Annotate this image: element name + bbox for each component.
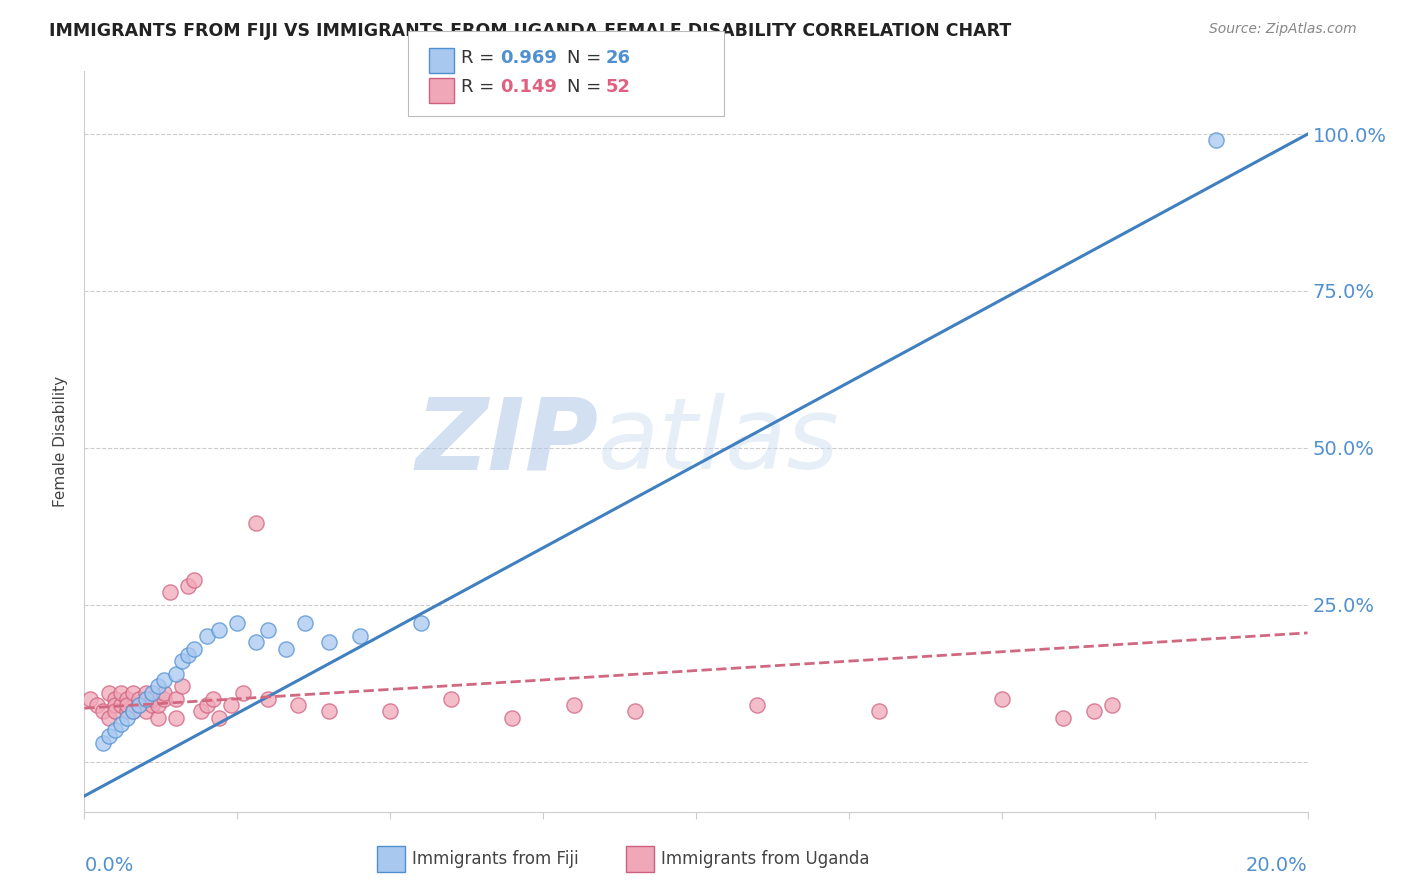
Point: [226, 616, 249, 631]
Text: N =: N =: [567, 49, 606, 67]
Point: [177, 648, 200, 662]
Point: [115, 704, 138, 718]
Point: [177, 579, 200, 593]
Point: [110, 698, 132, 712]
Point: [165, 666, 187, 681]
Point: [97, 710, 120, 724]
Point: [153, 685, 176, 699]
Point: [409, 616, 432, 631]
Point: [257, 691, 280, 706]
Point: [195, 698, 218, 712]
Point: [318, 704, 340, 718]
Point: [122, 704, 145, 718]
Point: [287, 698, 309, 712]
Point: [380, 704, 402, 718]
Point: [245, 635, 267, 649]
Point: [135, 704, 157, 718]
Text: IMMIGRANTS FROM FIJI VS IMMIGRANTS FROM UGANDA FEMALE DISABILITY CORRELATION CHA: IMMIGRANTS FROM FIJI VS IMMIGRANTS FROM …: [49, 22, 1011, 40]
Point: [219, 698, 242, 712]
Point: [128, 698, 150, 712]
Point: [141, 691, 163, 706]
Point: [104, 704, 127, 718]
Point: [141, 698, 163, 712]
Text: 26: 26: [606, 49, 631, 67]
Text: 52: 52: [606, 78, 631, 96]
Text: 0.149: 0.149: [501, 78, 557, 96]
Y-axis label: Female Disability: Female Disability: [53, 376, 69, 508]
Point: [135, 691, 157, 706]
Point: [349, 629, 371, 643]
Point: [91, 704, 114, 718]
Text: R =: R =: [461, 49, 501, 67]
Point: [172, 679, 194, 693]
Point: [104, 723, 127, 738]
Text: 0.0%: 0.0%: [84, 856, 134, 875]
Point: [502, 710, 524, 724]
Point: [146, 698, 169, 712]
Text: Immigrants from Fiji: Immigrants from Fiji: [412, 850, 579, 868]
Point: [115, 710, 138, 724]
Point: [1083, 704, 1105, 718]
Point: [146, 710, 169, 724]
Text: 0.969: 0.969: [501, 49, 557, 67]
Point: [747, 698, 769, 712]
Point: [141, 685, 163, 699]
Point: [128, 691, 150, 706]
Point: [318, 635, 340, 649]
Point: [153, 673, 176, 687]
Point: [1205, 133, 1227, 147]
Text: atlas: atlas: [598, 393, 839, 490]
Point: [146, 679, 169, 693]
Point: [165, 691, 187, 706]
Text: ZIP: ZIP: [415, 393, 598, 490]
Point: [122, 685, 145, 699]
Point: [190, 704, 212, 718]
Point: [104, 691, 127, 706]
Text: R =: R =: [461, 78, 501, 96]
Point: [257, 623, 280, 637]
Point: [201, 691, 224, 706]
Point: [110, 685, 132, 699]
Point: [562, 698, 585, 712]
Point: [208, 710, 231, 724]
Point: [869, 704, 891, 718]
Point: [232, 685, 254, 699]
Point: [294, 616, 316, 631]
Point: [183, 573, 205, 587]
Point: [440, 691, 463, 706]
Point: [86, 698, 108, 712]
Point: [135, 685, 157, 699]
Point: [115, 698, 138, 712]
Point: [172, 654, 194, 668]
Point: [97, 730, 120, 744]
Point: [276, 641, 298, 656]
Text: Immigrants from Uganda: Immigrants from Uganda: [661, 850, 869, 868]
Point: [208, 623, 231, 637]
Point: [624, 704, 647, 718]
Point: [115, 691, 138, 706]
Point: [165, 710, 187, 724]
Point: [991, 691, 1014, 706]
Point: [159, 585, 181, 599]
Point: [183, 641, 205, 656]
Point: [110, 717, 132, 731]
Point: [97, 685, 120, 699]
Point: [128, 698, 150, 712]
Point: [1101, 698, 1123, 712]
Point: [104, 698, 127, 712]
Point: [245, 516, 267, 530]
Point: [195, 629, 218, 643]
Point: [1052, 710, 1074, 724]
Point: [79, 691, 101, 706]
Text: Source: ZipAtlas.com: Source: ZipAtlas.com: [1209, 22, 1357, 37]
Point: [153, 691, 176, 706]
Text: 20.0%: 20.0%: [1246, 856, 1308, 875]
Point: [122, 704, 145, 718]
Point: [91, 736, 114, 750]
Text: N =: N =: [567, 78, 606, 96]
